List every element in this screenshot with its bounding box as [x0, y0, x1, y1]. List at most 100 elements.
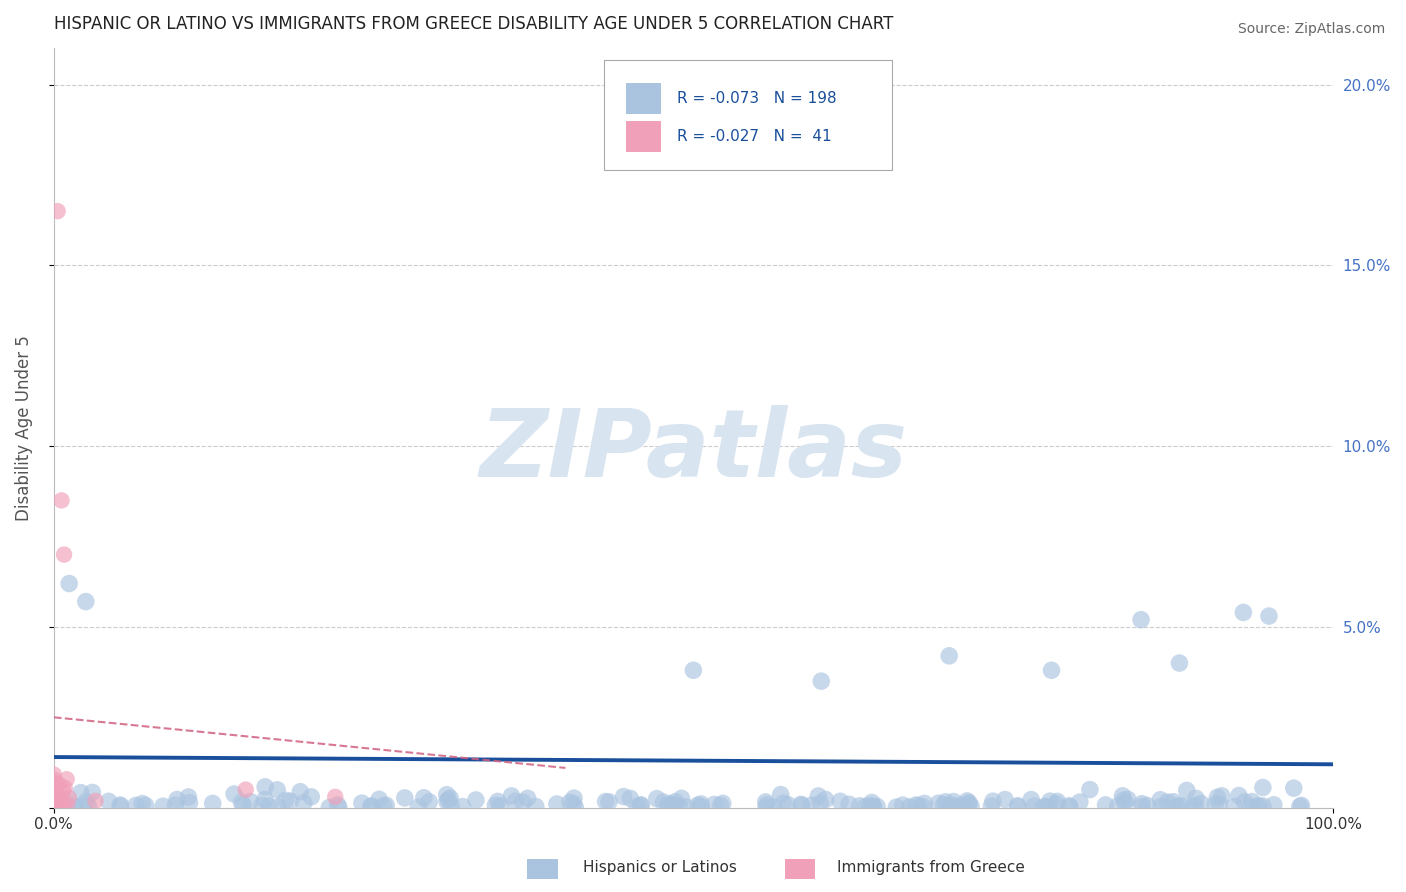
Point — [42, 799, 65, 814]
Point — [436, 788, 458, 802]
Point — [657, 799, 679, 814]
Point — [1240, 795, 1263, 809]
Point — [1035, 799, 1057, 814]
Point — [957, 797, 980, 811]
Point — [408, 800, 430, 814]
Point — [326, 797, 349, 812]
Point — [516, 791, 538, 805]
Point — [125, 798, 148, 813]
Point — [1168, 656, 1191, 670]
Point — [1032, 800, 1054, 814]
Point — [546, 797, 568, 811]
Point — [412, 790, 434, 805]
Point — [373, 798, 395, 813]
Point — [776, 797, 799, 812]
Point — [134, 798, 156, 813]
Point — [769, 788, 792, 802]
Point — [657, 797, 679, 812]
Point — [46, 789, 69, 804]
Point — [437, 793, 460, 807]
Point — [1040, 663, 1063, 677]
Point — [418, 795, 440, 809]
Point — [1258, 609, 1281, 624]
Point — [755, 795, 778, 809]
Point — [439, 791, 461, 805]
Point — [682, 663, 704, 677]
Point — [664, 795, 686, 809]
Point — [42, 772, 65, 787]
Point — [1111, 789, 1133, 803]
Point — [710, 798, 733, 813]
Point — [755, 797, 778, 812]
Point — [938, 799, 960, 814]
Point — [1206, 790, 1229, 805]
Point — [860, 796, 883, 810]
Point — [1240, 800, 1263, 814]
Point — [82, 785, 104, 799]
Point — [898, 800, 921, 814]
Point — [524, 799, 547, 814]
Text: Immigrants from Greece: Immigrants from Greece — [837, 860, 1025, 874]
Point — [436, 794, 458, 808]
Point — [1263, 797, 1285, 812]
Point — [905, 797, 928, 812]
Point — [1130, 613, 1153, 627]
Point — [1163, 795, 1185, 809]
Point — [42, 788, 65, 802]
Point — [1232, 606, 1254, 620]
Text: HISPANIC OR LATINO VS IMMIGRANTS FROM GREECE DISABILITY AGE UNDER 5 CORRELATION : HISPANIC OR LATINO VS IMMIGRANTS FROM GR… — [53, 15, 893, 33]
FancyBboxPatch shape — [603, 60, 891, 169]
Point — [645, 791, 668, 805]
Point — [790, 797, 813, 812]
Point — [790, 798, 813, 813]
Point — [1171, 799, 1194, 814]
Point — [51, 493, 73, 508]
Point — [42, 797, 65, 811]
Point — [1036, 800, 1059, 814]
Point — [53, 780, 76, 795]
Point — [75, 594, 97, 608]
Point — [44, 789, 66, 803]
Point — [299, 789, 322, 804]
Point — [1189, 797, 1212, 811]
Point — [1282, 781, 1305, 796]
Point — [84, 794, 107, 808]
Point — [671, 791, 693, 805]
Point — [486, 794, 509, 808]
Point — [810, 674, 832, 689]
Point — [44, 776, 66, 790]
Point — [1149, 793, 1171, 807]
Point — [65, 800, 87, 814]
Point — [755, 800, 778, 814]
Point — [44, 791, 66, 805]
Point — [957, 796, 980, 810]
Point — [659, 797, 682, 811]
Point — [489, 798, 512, 813]
Point — [914, 797, 936, 811]
Point — [48, 789, 70, 804]
Point — [42, 767, 65, 781]
Point — [44, 791, 66, 805]
Point — [292, 796, 315, 810]
Point — [1136, 798, 1159, 813]
Point — [360, 799, 382, 814]
Point — [848, 798, 870, 813]
Point — [814, 792, 837, 806]
Point — [1057, 798, 1080, 813]
Point — [48, 777, 70, 791]
Point — [1107, 798, 1129, 813]
Point — [42, 784, 65, 798]
Point — [938, 648, 960, 663]
Point — [224, 787, 246, 801]
Point — [1112, 793, 1135, 807]
Point — [235, 782, 257, 797]
Point — [1223, 799, 1246, 814]
Point — [239, 795, 262, 809]
Text: Hispanics or Latinos: Hispanics or Latinos — [583, 860, 737, 874]
Point — [58, 790, 80, 805]
Point — [932, 797, 955, 812]
Point — [42, 789, 65, 804]
Point — [772, 796, 794, 810]
Point — [675, 800, 697, 814]
Point — [911, 799, 934, 814]
